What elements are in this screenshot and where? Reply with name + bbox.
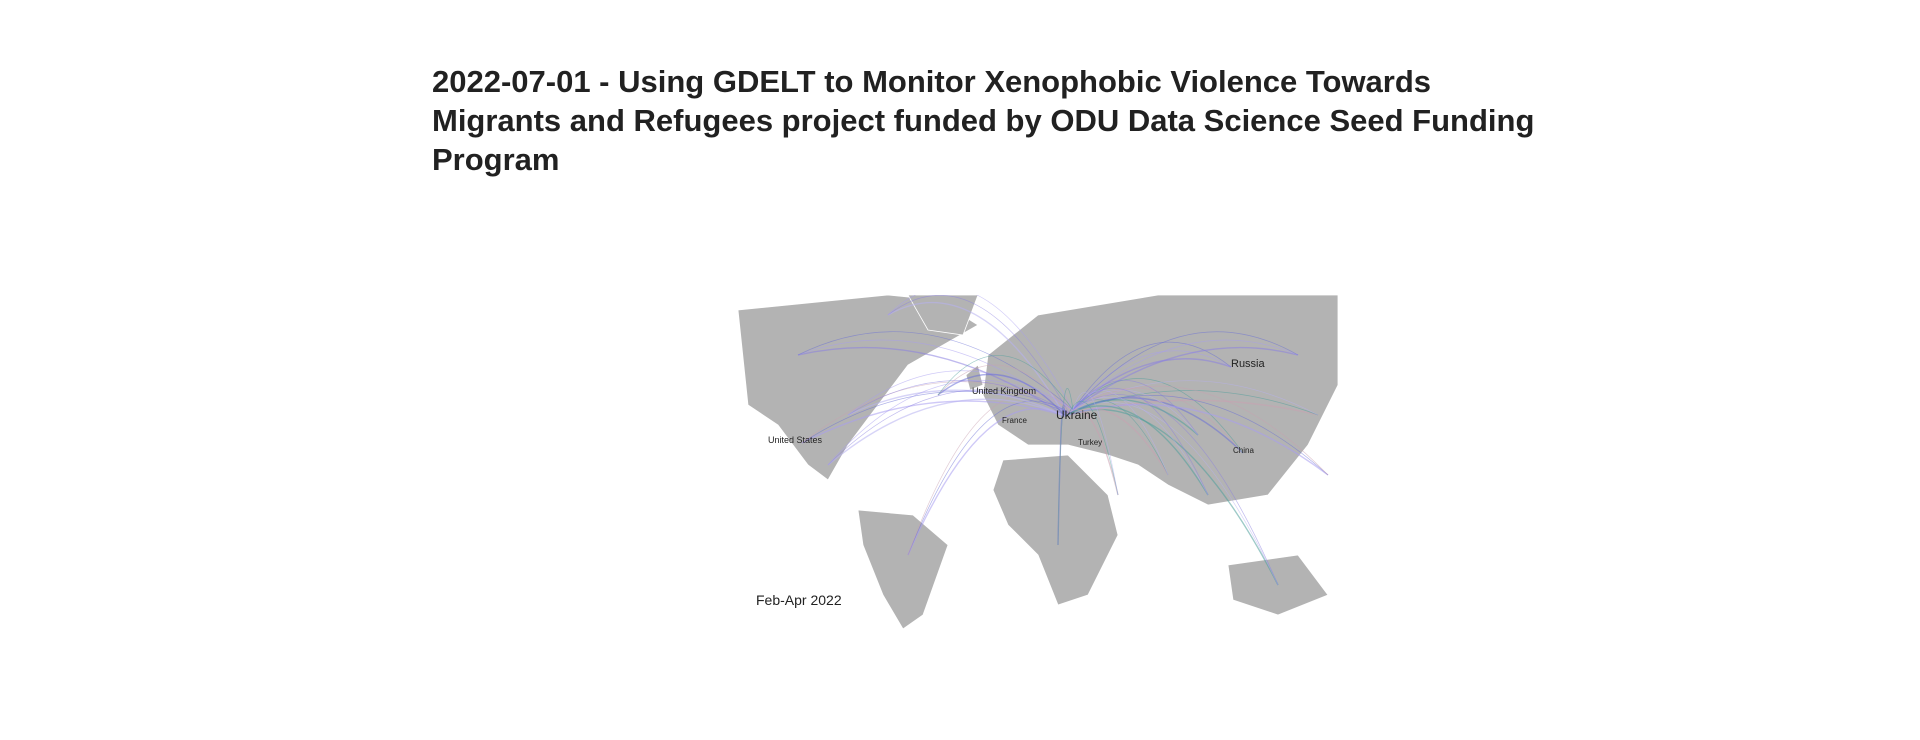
- arc: [827, 379, 1074, 466]
- arc: [937, 364, 1070, 414]
- arc: [907, 392, 1074, 556]
- arc: [801, 400, 1066, 444]
- map-label: Turkey: [1078, 438, 1102, 447]
- africa: [992, 454, 1119, 606]
- map-label: Russia: [1231, 358, 1266, 370]
- arc: [1064, 403, 1329, 476]
- map-label: China: [1233, 446, 1254, 455]
- arc: [887, 301, 1066, 417]
- arc: [827, 398, 1066, 466]
- arc: [1068, 396, 1209, 496]
- arc: [1072, 341, 1232, 411]
- migration-arcs: [797, 295, 1329, 586]
- arc: [1068, 395, 1329, 476]
- arc: [937, 355, 1074, 411]
- arc: [847, 380, 1070, 416]
- arc: [1064, 405, 1209, 496]
- arc: [1072, 380, 1319, 416]
- arc: [1072, 392, 1119, 496]
- arc: [827, 389, 1070, 466]
- map-label: United States: [768, 435, 823, 445]
- arc: [1064, 346, 1299, 417]
- post-title: 2022-07-01 - Using GDELT to Monitor Xeno…: [432, 64, 1535, 177]
- arc: [847, 389, 1066, 417]
- arc: [1068, 339, 1299, 414]
- map-label: United Kingdom: [972, 386, 1036, 396]
- map-image: Russia United States United Kingdom Ukra…: [738, 295, 1338, 629]
- arc: [801, 381, 1074, 444]
- map-label: Ukraine: [1056, 408, 1098, 422]
- arc: [847, 370, 1074, 416]
- map-caption: Feb-Apr 2022: [756, 592, 842, 608]
- arc: [1064, 408, 1279, 586]
- greenland: [907, 295, 979, 336]
- arc: [887, 295, 1070, 414]
- arc: [887, 295, 1074, 411]
- arc: [937, 373, 1066, 417]
- arc: [797, 331, 1074, 411]
- map-label: France: [1002, 416, 1027, 425]
- arc: [1072, 379, 1199, 436]
- arc: [907, 408, 1066, 556]
- arc: [1072, 331, 1299, 411]
- arc: [1068, 350, 1232, 414]
- arc: [1072, 385, 1329, 476]
- arc: [1072, 387, 1209, 496]
- south-america: [857, 509, 949, 629]
- arc: [1068, 401, 1119, 496]
